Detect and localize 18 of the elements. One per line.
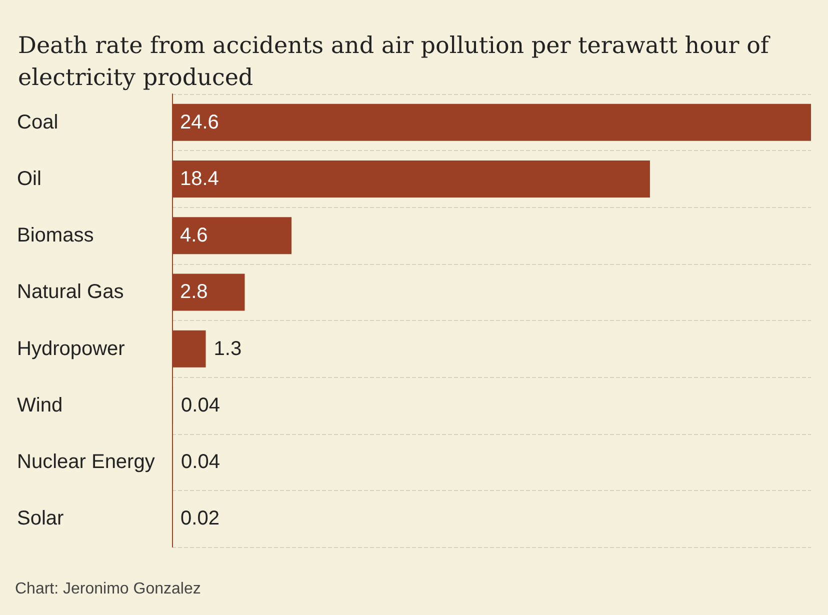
data-label: 24.6 xyxy=(180,111,219,134)
y-tick-label: Natural Gas xyxy=(17,281,124,304)
y-tick-label: Nuclear Energy xyxy=(17,451,155,474)
y-tick-label: Hydropower xyxy=(17,338,126,360)
text: Chart: Jeronimo Gonzalez xyxy=(15,580,201,598)
chart-title: Death rate from accidents and air pollution per terawatt hour of electricity produced xyxy=(18,33,776,91)
data-label: 0.04 xyxy=(181,451,220,474)
y-tick-label: Biomass xyxy=(17,224,94,247)
data-label: 0.02 xyxy=(180,508,220,530)
y-tick-label: Coal xyxy=(17,111,58,134)
data-label: 2.8 xyxy=(180,281,208,304)
data-label: 18.4 xyxy=(180,168,219,190)
data-label: 4.6 xyxy=(180,224,208,247)
data-label: 0.04 xyxy=(181,394,220,416)
data-label: 1.3 xyxy=(214,338,242,360)
y-tick-label: Solar xyxy=(17,508,64,530)
y-tick-label: Oil xyxy=(17,168,42,190)
y-tick-label: Wind xyxy=(17,394,63,416)
